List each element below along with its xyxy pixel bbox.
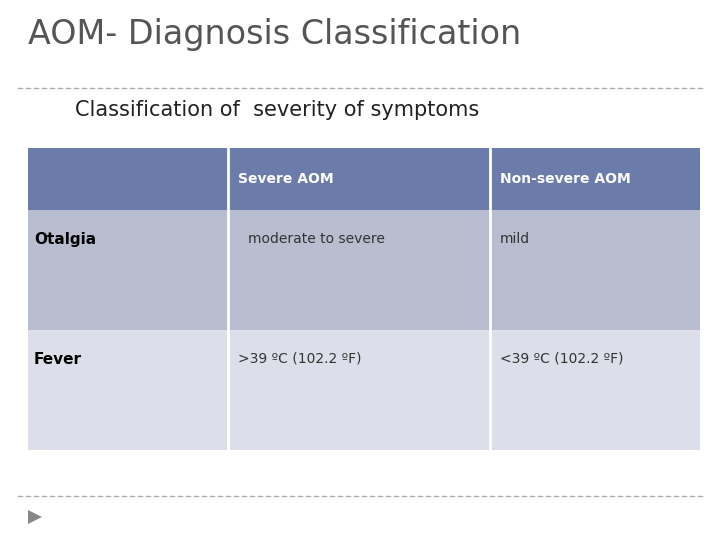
Text: Fever: Fever (34, 352, 82, 367)
Text: >39 ºC (102.2 ºF): >39 ºC (102.2 ºF) (238, 352, 361, 366)
Text: Non-severe AOM: Non-severe AOM (500, 172, 631, 186)
Bar (490, 148, 700, 210)
Text: AOM- Diagnosis Classification: AOM- Diagnosis Classification (28, 18, 521, 51)
Text: Severe AOM: Severe AOM (238, 172, 333, 186)
Bar (228, 330, 490, 450)
Bar (28, 330, 228, 450)
Text: moderate to severe: moderate to severe (248, 232, 385, 246)
Bar (228, 148, 490, 210)
Text: Classification of  severity of symptoms: Classification of severity of symptoms (75, 100, 480, 120)
Text: <39 ºC (102.2 ºF): <39 ºC (102.2 ºF) (500, 352, 624, 366)
Text: mild: mild (500, 232, 530, 246)
Bar (490, 330, 700, 450)
Text: Otalgia: Otalgia (34, 232, 96, 247)
Bar (228, 210, 490, 330)
Bar (490, 210, 700, 330)
Bar (28, 148, 228, 210)
Polygon shape (28, 510, 42, 524)
Bar (28, 210, 228, 330)
